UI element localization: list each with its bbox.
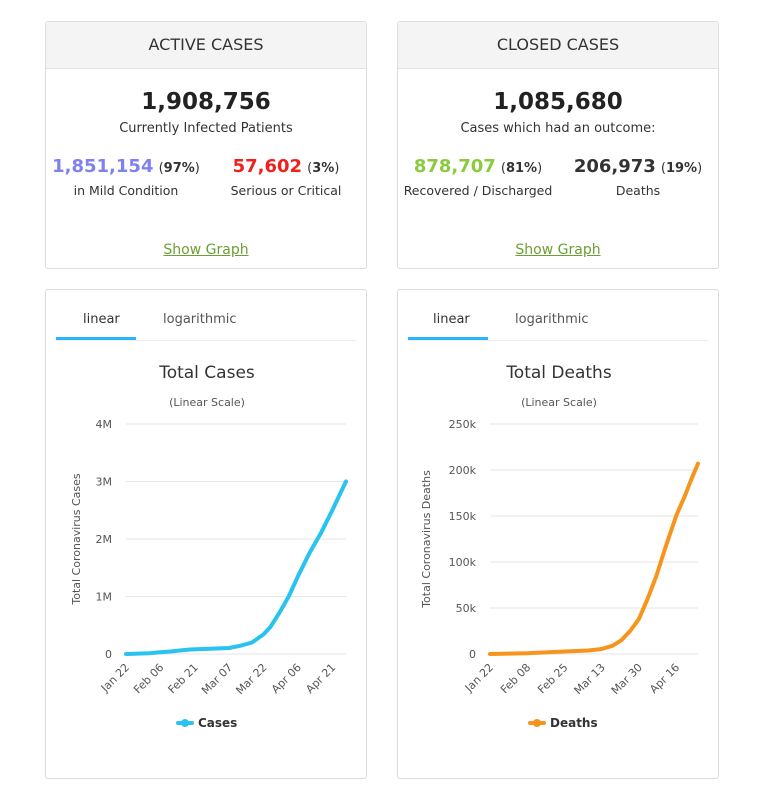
y-tick-label: 100k (449, 556, 477, 569)
legend-marker-icon (533, 719, 541, 727)
scale-tabs: linear logarithmic (56, 290, 356, 341)
x-tick-label: Feb 25 (535, 661, 570, 696)
y-tick-label: 150k (449, 510, 477, 523)
card-title: CLOSED CASES (398, 22, 718, 69)
deaths-label: Deaths (615, 183, 661, 198)
serious-label: Serious or Critical (230, 183, 342, 198)
x-tick-label: Feb 08 (498, 661, 533, 696)
show-graph-link[interactable]: Show Graph (163, 242, 249, 258)
legend-label: Deaths (550, 716, 598, 730)
tab-linear[interactable]: linear (83, 312, 120, 327)
tab-linear[interactable]: linear (433, 312, 470, 327)
deaths-pct: 19% (665, 161, 698, 176)
mild-pct: 97% (163, 161, 195, 176)
y-tick-label: 2M (96, 533, 113, 546)
total-deaths-chart-card: linear logarithmic Total Deaths (Linear S… (397, 289, 719, 779)
serious-pct: 3% (312, 161, 335, 176)
total-deaths-chart: Total Deaths (Linear Scale) 0 50k 100k 150k 20… (420, 363, 700, 730)
x-tick-label: Jan 22 (462, 661, 496, 695)
card-title: ACTIVE CASES (46, 22, 366, 69)
recovered-pct: 81% (505, 161, 538, 176)
closed-total: 1,085,680 (493, 89, 623, 115)
mild-value: 1,851,154 (52, 156, 154, 177)
x-tick-label: Mar 07 (199, 661, 235, 697)
chart-subtitle: (Linear Scale) (169, 396, 245, 409)
recovered-value: 878,707 (413, 156, 496, 177)
recovered-label: Recovered / Discharged (403, 183, 553, 198)
y-tick-label: 50k (456, 602, 477, 615)
y-tick-label: 0 (469, 648, 476, 661)
chart-title: Total Deaths (505, 363, 612, 383)
y-tick-label: 4M (96, 418, 113, 431)
active-total: 1,908,756 (141, 89, 271, 115)
y-axis-label: Total Coronavirus Deaths (420, 470, 433, 609)
x-tick-label: Apr 16 (647, 661, 682, 696)
chart-title: Total Cases (158, 363, 255, 383)
series-line-cases (124, 479, 348, 656)
y-tick-label: 0 (105, 648, 112, 661)
y-axis-label: Total Coronavirus Cases (70, 473, 83, 606)
active-total-label: Currently Infected Patients (119, 121, 293, 136)
y-tick-label: 1M (96, 591, 113, 604)
total-cases-chart: Total Cases (Linear Scale) 0 1M 2M 3M 4M Total … (70, 363, 348, 730)
y-tick-label: 200k (449, 464, 477, 477)
x-tick-label: Mar 22 (233, 661, 269, 697)
total-cases-chart-card: linear logarithmic Total Cases (Linear Sc… (45, 289, 367, 779)
tab-logarithmic[interactable]: logarithmic (163, 312, 237, 327)
y-tick-label: 3M (96, 476, 113, 489)
x-tick-label: Apr 21 (303, 661, 338, 696)
legend-marker-icon (181, 719, 189, 727)
active-cases-card: ACTIVE CASES 1,908,756 Currently Infecte… (45, 21, 367, 269)
chart-subtitle: (Linear Scale) (521, 396, 597, 409)
active-tab-underline (56, 337, 136, 340)
deaths-value: 206,973 (573, 156, 656, 177)
series-line-deaths (488, 461, 700, 656)
scale-tabs: linear logarithmic (408, 290, 708, 341)
x-tick-label: Apr 06 (269, 661, 304, 696)
closed-total-label: Cases which had an outcome: (460, 121, 656, 136)
serious-value: 57,602 (232, 156, 303, 177)
legend-label: Cases (198, 716, 237, 730)
y-tick-label: 250k (449, 418, 477, 431)
x-tick-label: Mar 30 (609, 661, 645, 697)
tab-logarithmic[interactable]: logarithmic (515, 312, 589, 327)
x-tick-label: Jan 22 (98, 661, 132, 695)
closed-cases-card: CLOSED CASES 1,085,680 Cases which had a… (397, 21, 719, 269)
x-tick-label: Feb 21 (166, 661, 201, 696)
show-graph-link[interactable]: Show Graph (515, 242, 601, 258)
active-tab-underline (408, 337, 488, 340)
mild-label: in Mild Condition (73, 183, 179, 198)
x-tick-label: Mar 13 (572, 661, 608, 697)
x-tick-label: Feb 06 (131, 661, 166, 696)
